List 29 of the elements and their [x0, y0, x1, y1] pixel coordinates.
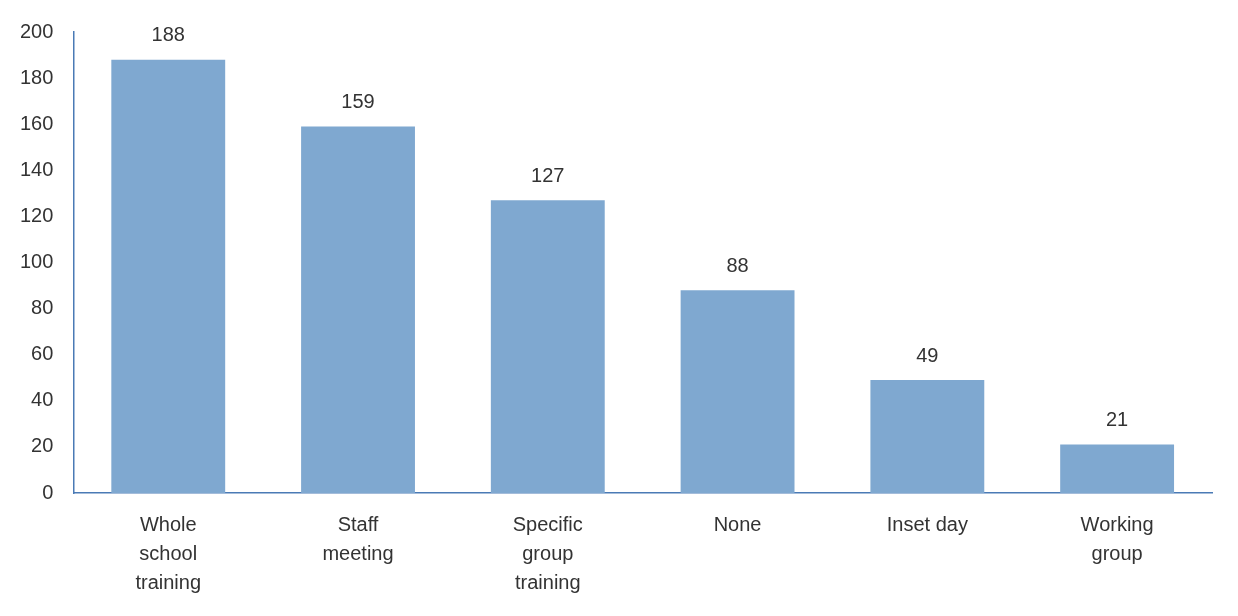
y-tick-label: 160 [19, 111, 54, 134]
y-tick-label: 20 [31, 434, 54, 457]
bar [111, 59, 226, 493]
y-tick-label: 40 [31, 388, 54, 411]
x-tick-label: Specific group training [512, 513, 583, 594]
data-label: 127 [531, 163, 565, 186]
y-tick-label: 180 [19, 65, 54, 88]
y-tick-label: 120 [19, 203, 54, 226]
bar [1060, 444, 1175, 493]
x-tick-label: None [713, 513, 762, 536]
x-tick-label: Staff meeting [322, 513, 394, 565]
x-tick-label: Working group [1080, 513, 1154, 565]
data-label: 159 [341, 90, 375, 113]
x-tick-label: Whole school training [135, 513, 202, 594]
data-label: 88 [726, 253, 749, 276]
y-tick-label: 80 [31, 296, 54, 319]
data-label: 188 [151, 23, 185, 46]
y-tick-label: 0 [42, 480, 54, 503]
x-tick-label: Inset day [886, 513, 968, 536]
bar [301, 126, 415, 493]
y-tick-label: 140 [19, 157, 54, 180]
y-tick-label: 60 [31, 342, 54, 365]
y-tick-label: 200 [19, 19, 54, 42]
y-tick-label: 100 [19, 250, 54, 273]
bar [870, 380, 985, 493]
bar [490, 200, 605, 493]
data-label: 49 [916, 343, 939, 366]
data-label: 21 [1105, 408, 1129, 431]
bar [680, 290, 795, 493]
